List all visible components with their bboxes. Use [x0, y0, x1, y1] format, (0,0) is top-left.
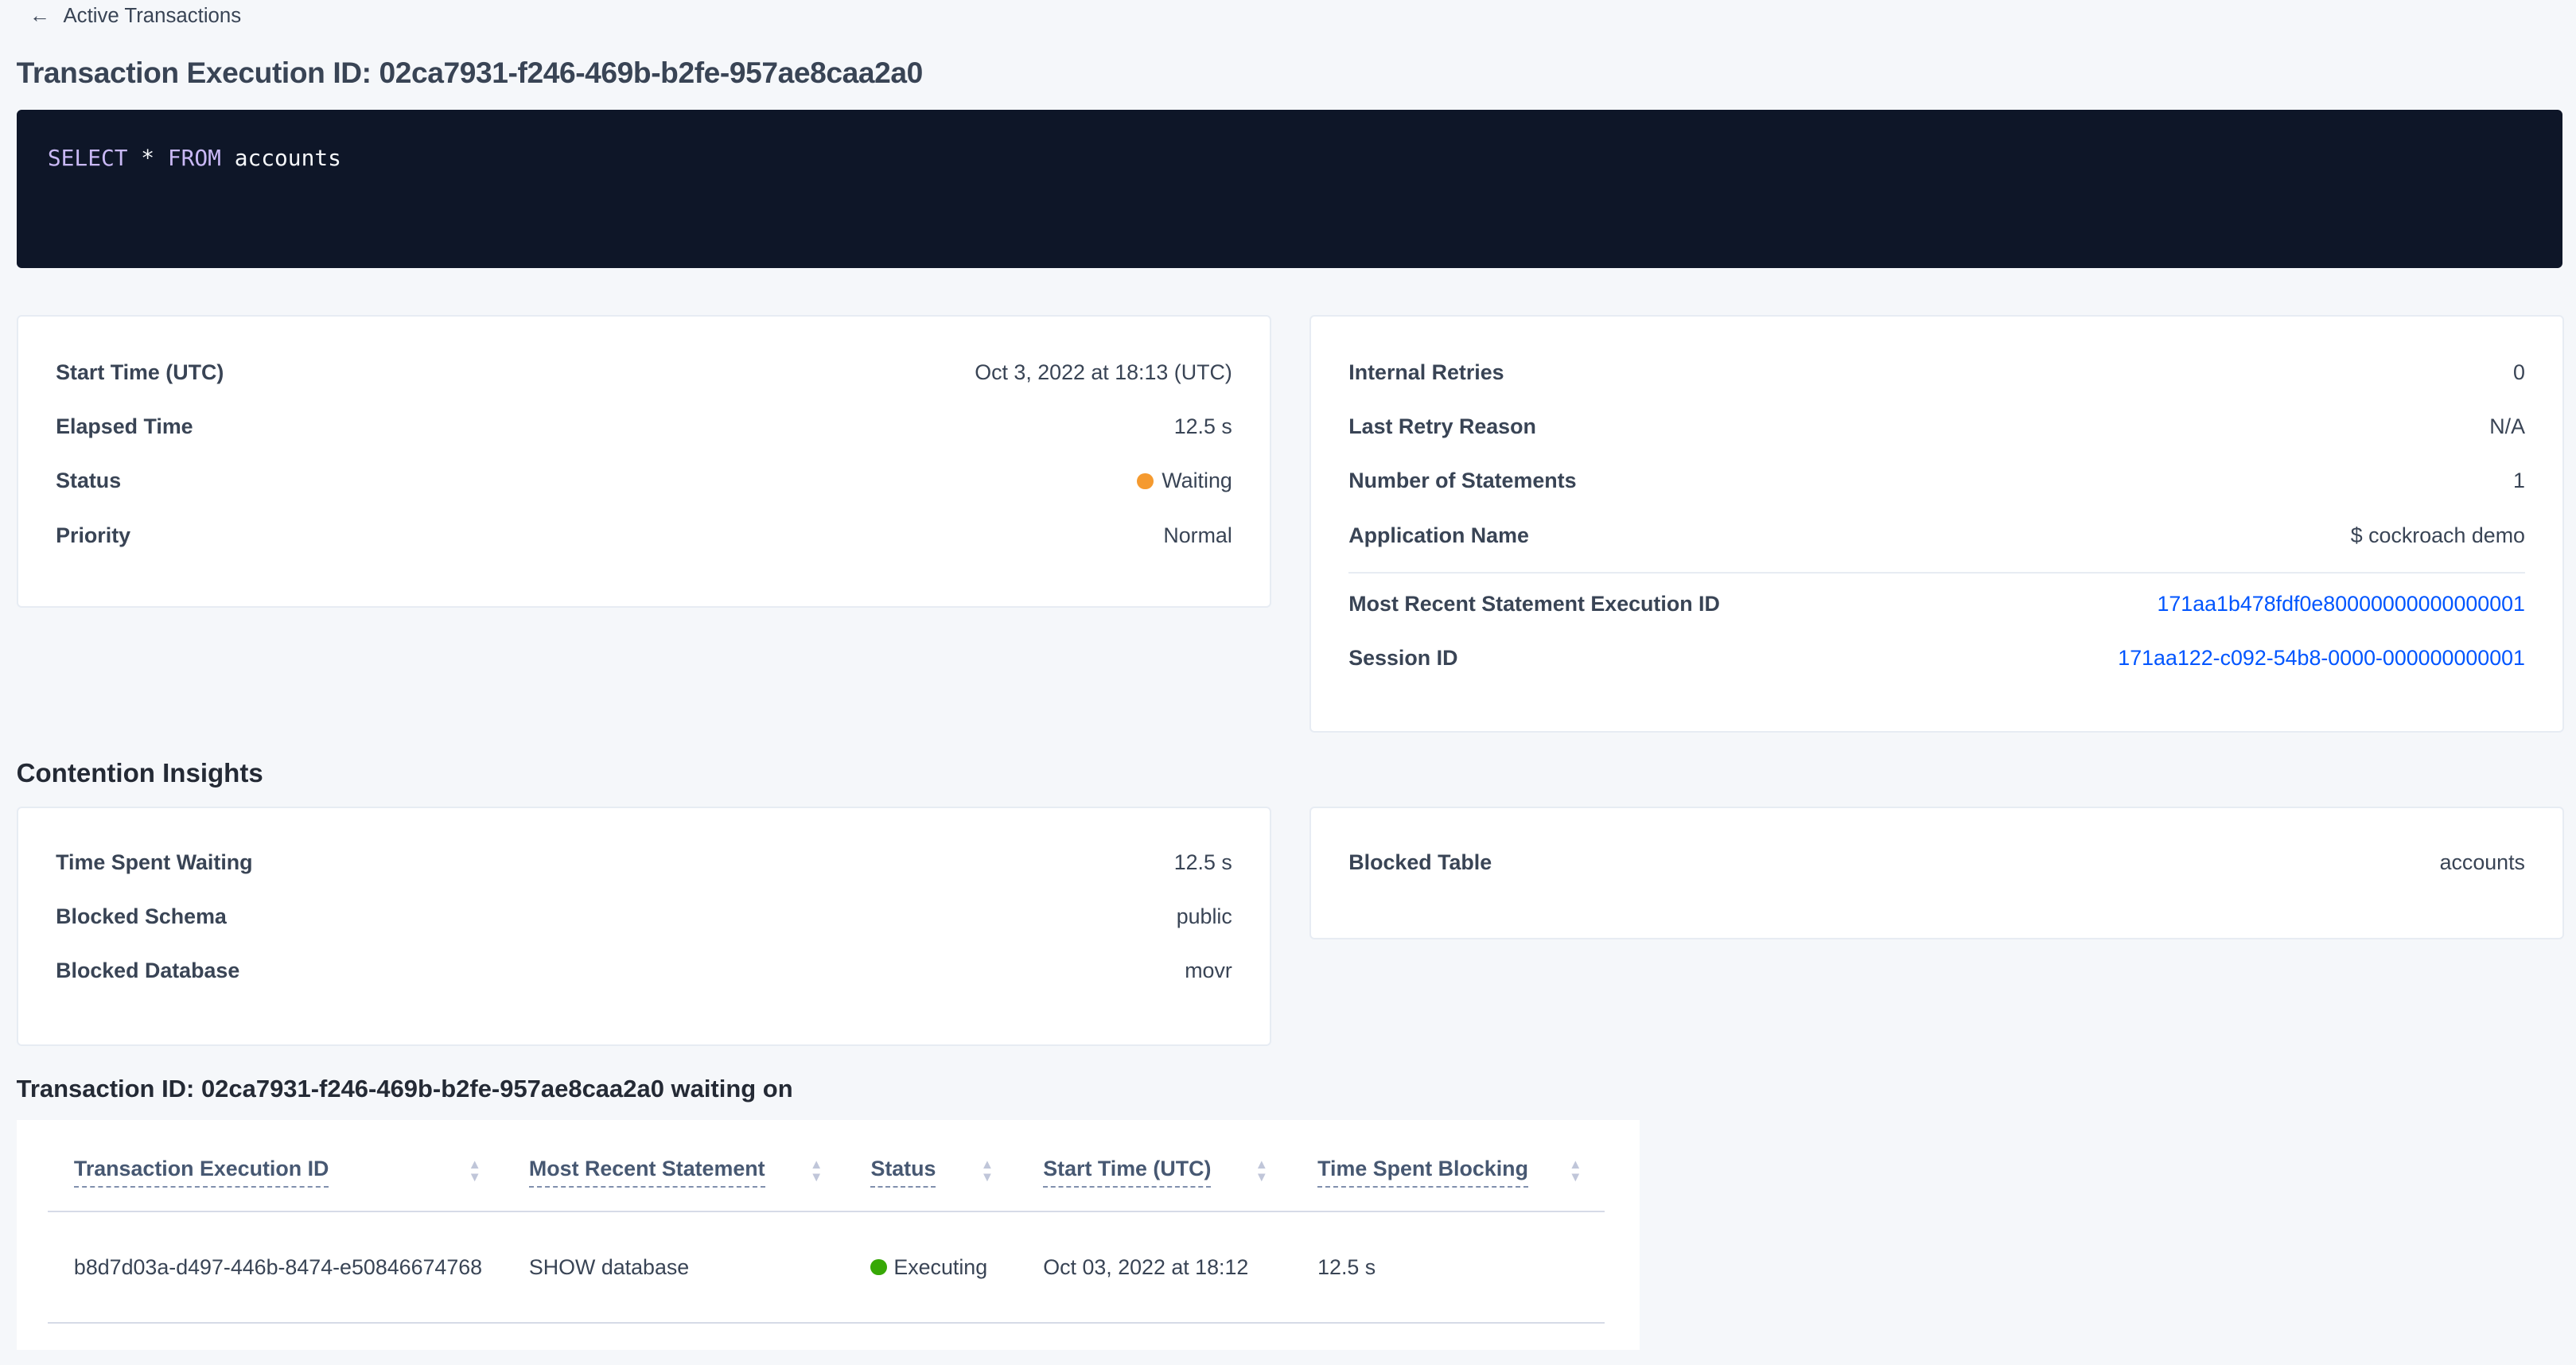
back-link[interactable]: ← Active Transactions [29, 5, 241, 28]
session-id-link[interactable]: 171aa122-c092-54b8-0000-000000000001 [2118, 646, 2525, 671]
sql-text: * [127, 144, 168, 171]
back-link-label: Active Transactions [63, 5, 242, 28]
sort-icon[interactable]: ▲ ▼ [1569, 1156, 1582, 1185]
sort-icon[interactable]: ▲ ▼ [1255, 1156, 1268, 1185]
contention-row: Blocked Table accounts [1348, 847, 2525, 877]
row-value: public [1176, 904, 1232, 928]
summary-card-right: Internal Retries 0 Last Retry Reason N/A N… [1309, 315, 2565, 733]
row-label: Most Recent Statement Execution ID [1348, 592, 1720, 616]
sql-statement: SELECT * FROM accounts [48, 145, 341, 171]
summary-row: Internal Retries 0 [1348, 358, 2525, 387]
sql-code-block: SELECT * FROM accounts [16, 110, 2563, 268]
row-value: Oct 3, 2022 at 18:13 (UTC) [975, 360, 1232, 385]
row-label: Last Retry Reason [1348, 414, 1536, 439]
status-value: Executing [893, 1254, 988, 1279]
contention-row: Blocked Schema public [56, 902, 1232, 931]
column-header-status[interactable]: Status [870, 1157, 936, 1188]
row-label: Application Name [1348, 523, 1529, 547]
column-header-start-time[interactable]: Start Time (UTC) [1043, 1157, 1212, 1188]
row-value: Normal [1163, 523, 1232, 547]
row-value: 12.5 s [1173, 850, 1232, 874]
sort-icon[interactable]: ▲ ▼ [810, 1156, 823, 1185]
contention-card-right: Blocked Table accounts [1309, 806, 2565, 940]
sort-icon[interactable]: ▲ ▼ [980, 1156, 994, 1185]
row-label: Blocked Database [56, 958, 240, 982]
cell-transaction-execution-id[interactable]: b8d7d03a-d497-446b-8474-e50846674768 [73, 1254, 483, 1279]
contention-row: Time Spent Waiting 12.5 s [56, 847, 1232, 877]
row-value: 1 [2513, 469, 2525, 493]
summary-row: Start Time (UTC) Oct 3, 2022 at 18:13 (UT… [56, 358, 1232, 387]
sort-icon[interactable]: ▲ ▼ [468, 1156, 481, 1185]
row-label: Session ID [1348, 646, 1458, 671]
summary-row: Last Retry Reason N/A [1348, 412, 2525, 441]
contention-card-left: Time Spent Waiting 12.5 s Blocked Schema p… [16, 806, 1272, 1047]
status-badge: Waiting [1137, 469, 1232, 493]
row-label: Blocked Table [1348, 850, 1492, 874]
sql-text: accounts [220, 144, 341, 171]
row-label: Internal Retries [1348, 360, 1504, 385]
statement-execution-id-link[interactable]: 171aa1b478fdf0e80000000000000001 [2157, 592, 2525, 616]
row-value: 12.5 s [1173, 414, 1232, 439]
summary-row: Number of Statements 1 [1348, 466, 2525, 496]
status-dot-icon [870, 1258, 888, 1276]
summary-row: Priority Normal [56, 521, 1232, 550]
column-header-time-spent-blocking[interactable]: Time Spent Blocking [1317, 1157, 1528, 1188]
row-value: movr [1185, 958, 1232, 982]
summary-row: Most Recent Statement Execution ID 171aa1… [1348, 589, 2525, 619]
row-label: Status [56, 469, 122, 493]
status-dot-icon [1137, 472, 1154, 490]
row-label: Time Spent Waiting [56, 850, 253, 874]
contention-row: Blocked Database movr [56, 956, 1232, 986]
page-title: Transaction Execution ID: 02ca7931-f246-… [16, 56, 924, 90]
row-value: accounts [2439, 850, 2525, 874]
row-value: $ cockroach demo [2350, 523, 2525, 547]
cell-start-time: Oct 03, 2022 at 18:12 [1043, 1254, 1249, 1279]
cell-status: Executing [870, 1255, 987, 1280]
header-divider [47, 1210, 1605, 1212]
row-label: Priority [56, 523, 131, 547]
cell-time-spent-blocking: 12.5 s [1317, 1254, 1376, 1279]
summary-row: Session ID 171aa122-c092-54b8-0000-000000… [1348, 644, 2525, 673]
row-label: Start Time (UTC) [56, 360, 224, 385]
column-header-transaction-execution-id[interactable]: Transaction Execution ID [73, 1157, 329, 1188]
row-label: Elapsed Time [56, 414, 193, 439]
divider [1348, 571, 2525, 574]
summary-card-left: Start Time (UTC) Oct 3, 2022 at 18:13 (UT… [16, 315, 1272, 609]
sql-keyword: FROM [167, 144, 221, 171]
row-label: Blocked Schema [56, 904, 227, 928]
status-value: Waiting [1162, 469, 1232, 493]
row-value: 0 [2513, 360, 2525, 385]
row-value: N/A [2489, 414, 2525, 439]
sql-keyword: SELECT [47, 144, 128, 171]
summary-row: Application Name $ cockroach demo [1348, 521, 2525, 550]
column-header-most-recent-statement[interactable]: Most Recent Statement [528, 1157, 765, 1188]
summary-row: Elapsed Time 12.5 s [56, 412, 1232, 441]
summary-row: Status Waiting [56, 466, 1232, 496]
waiting-on-heading: Transaction ID: 02ca7931-f246-469b-b2fe-… [16, 1074, 793, 1102]
contention-heading: Contention Insights [16, 759, 263, 789]
row-divider [47, 1322, 1605, 1324]
blocking-transactions-table: Transaction Execution ID ▲ ▼ Most Recent … [16, 1120, 1640, 1351]
cell-most-recent-statement: SHOW database [528, 1254, 690, 1279]
row-label: Number of Statements [1348, 469, 1577, 493]
arrow-left-icon: ← [29, 5, 50, 28]
